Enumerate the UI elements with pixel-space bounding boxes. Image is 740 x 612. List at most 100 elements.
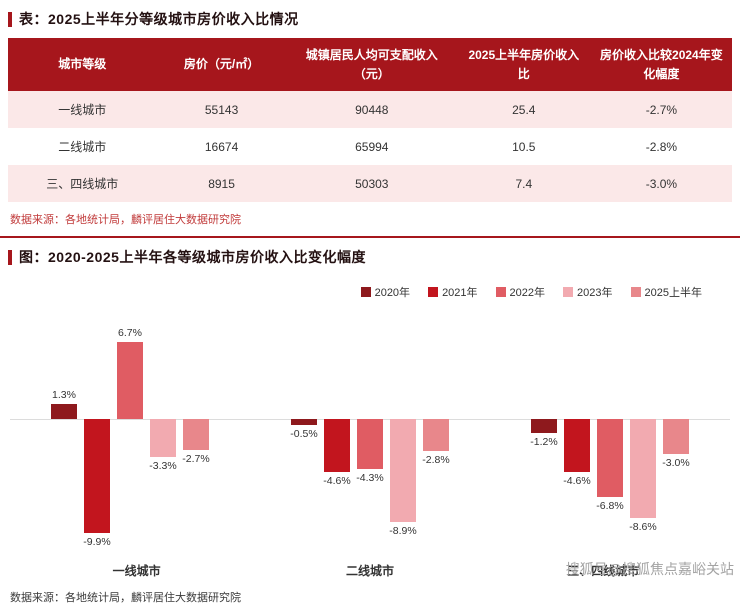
table-data-source: 数据来源：各地统计局，麟评居住大数据研究院 bbox=[10, 214, 241, 227]
bar-value-label: 1.3% bbox=[52, 389, 76, 402]
table-cell: 16674 bbox=[204, 139, 239, 154]
table-cell: 二线城市 bbox=[58, 140, 107, 155]
bar-value-label: -3.3% bbox=[149, 460, 177, 473]
table-cell: 三、四线城市 bbox=[46, 177, 119, 192]
bar bbox=[183, 419, 209, 451]
bar bbox=[597, 419, 623, 498]
chart-plot-area: 1.3% -9.9% 6.7% -3.3% -2.7% -0.5% -4.6% -4.3% -8… bbox=[10, 304, 730, 554]
bar bbox=[423, 419, 449, 452]
legend-swatch bbox=[630, 287, 641, 298]
title-accent-bar bbox=[8, 249, 12, 265]
bar-slot: -0.5% bbox=[288, 304, 321, 554]
chart-section: 图：2020-2025上半年各等级城市房价收入比变化幅度 2020年 2021年 2… bbox=[0, 238, 740, 612]
bar-group: -0.5% -4.6% -4.3% -8.9% -2.8% bbox=[288, 304, 453, 554]
bar bbox=[390, 419, 416, 522]
bar-group: -1.2% -4.6% -6.8% -8.6% -3.0% bbox=[528, 304, 693, 554]
table-cell: 50303 bbox=[355, 176, 389, 191]
bar-value-label: -1.2% bbox=[530, 435, 558, 448]
table-cell: 55143 bbox=[204, 102, 239, 117]
bar-chart: 2020年 2021年 2022年 2023年 2025上半年 1.3% -9.9% 6.7… bbox=[0, 274, 740, 579]
bar-slot: -9.9% bbox=[81, 304, 114, 554]
chart-legend: 2020年 2021年 2022年 2023年 2025上半年 bbox=[10, 274, 730, 304]
bar-slot: -2.8% bbox=[420, 304, 453, 554]
table-cell: -3.0% bbox=[645, 176, 678, 191]
legend-swatch bbox=[428, 287, 439, 298]
bar bbox=[150, 419, 176, 458]
watermark-text: 搜狐号@搜狐焦点嘉峪关站 bbox=[565, 561, 734, 577]
legend-label: 2020年 bbox=[374, 287, 411, 300]
table-row: 三、四线城市 8915 50303 7.4 -3.0% bbox=[8, 165, 732, 203]
bar-slot: -4.3% bbox=[354, 304, 387, 554]
bar bbox=[663, 419, 689, 454]
bar bbox=[51, 404, 77, 420]
bar-value-label: -4.6% bbox=[563, 475, 591, 488]
header-cell: 2025上半年房价收入比 bbox=[456, 38, 591, 92]
bar bbox=[117, 342, 143, 420]
bar-slot: -8.6% bbox=[627, 304, 660, 554]
bar-slot: -4.6% bbox=[561, 304, 594, 554]
table-cell: 65994 bbox=[355, 139, 389, 154]
legend-item: 2022年 bbox=[495, 284, 546, 300]
price-income-table: 城市等级 房价（元/㎡） 城镇居民人均可支配收入（元） 2025上半年房价收入比… bbox=[8, 38, 732, 203]
legend-swatch bbox=[360, 287, 371, 298]
legend-label: 2023年 bbox=[577, 287, 613, 300]
header-cell: 房价收入比较2024年变化幅度 bbox=[590, 38, 732, 92]
title-accent-bar bbox=[8, 11, 12, 27]
bar-value-label: -8.9% bbox=[389, 524, 417, 537]
table-section: 表：2025上半年分等级城市房价收入比情况 城市等级 房价（元/㎡） 城镇居民人… bbox=[0, 0, 740, 234]
bar-value-label: 6.7% bbox=[118, 327, 142, 340]
table-cell: -2.7% bbox=[645, 102, 678, 117]
table-cell: 8915 bbox=[208, 176, 235, 191]
header-cell: 房价（元/㎡） bbox=[156, 38, 287, 92]
bar bbox=[291, 419, 317, 425]
chart-title-text: 图：2020-2025上半年各等级城市房价收入比变化幅度 bbox=[19, 249, 366, 266]
bar-value-label: -3.0% bbox=[662, 456, 690, 469]
legend-item: 2021年 bbox=[428, 284, 478, 300]
bar-slot: -3.3% bbox=[147, 304, 180, 554]
table-cell: 90448 bbox=[355, 102, 389, 117]
table-section-title: 表：2025上半年分等级城市房价收入比情况 bbox=[0, 0, 740, 36]
bar bbox=[630, 419, 656, 519]
table-cell: -2.8% bbox=[645, 139, 678, 154]
table-header-row: 城市等级 房价（元/㎡） 城镇居民人均可支配收入（元） 2025上半年房价收入比… bbox=[8, 38, 732, 92]
table-cell: 10.5 bbox=[512, 139, 536, 154]
bar-value-label: -4.6% bbox=[323, 475, 351, 488]
legend-item: 2025上半年 bbox=[630, 284, 702, 300]
bar bbox=[324, 419, 350, 473]
table-title-text: 表：2025上半年分等级城市房价收入比情况 bbox=[19, 11, 299, 27]
bar-slot: 6.7% bbox=[114, 304, 147, 554]
bar-value-label: -8.6% bbox=[629, 521, 657, 534]
bar-slot: -8.9% bbox=[387, 304, 420, 554]
section-divider bbox=[0, 236, 740, 239]
legend-item: 2023年 bbox=[563, 284, 613, 300]
chart-section-title: 图：2020-2025上半年各等级城市房价收入比变化幅度 bbox=[0, 238, 740, 274]
category-labels: 一线城市 二线城市 三、四线城市 bbox=[10, 562, 730, 579]
table-cell: 一线城市 bbox=[58, 103, 107, 118]
chart-data-source: 数据来源：各地统计局，麟评居住大数据研究院 bbox=[10, 592, 241, 605]
bar-value-label: -6.8% bbox=[596, 500, 624, 513]
bar-slot: -1.2% bbox=[528, 304, 561, 554]
bar-slot: 1.3% bbox=[48, 304, 81, 554]
bar-group: 1.3% -9.9% 6.7% -3.3% -2.7% bbox=[48, 304, 213, 554]
bar bbox=[531, 419, 557, 433]
header-cell: 城市等级 bbox=[8, 38, 157, 92]
legend-swatch bbox=[563, 287, 574, 298]
table-row: 二线城市 16674 65994 10.5 -2.8% bbox=[8, 128, 732, 166]
table-row: 一线城市 55143 90448 25.4 -2.7% bbox=[8, 91, 732, 129]
legend-label: 2022年 bbox=[509, 287, 546, 300]
legend-label: 2025上半年 bbox=[644, 287, 702, 300]
bar-value-label: -0.5% bbox=[290, 427, 318, 440]
bar-value-label: -9.9% bbox=[83, 536, 111, 549]
bar-value-label: -2.8% bbox=[422, 454, 450, 467]
category-label: 一线城市 bbox=[112, 564, 161, 579]
bar bbox=[564, 419, 590, 473]
legend-item: 2020年 bbox=[360, 284, 411, 300]
category-label: 二线城市 bbox=[345, 564, 394, 579]
bar bbox=[84, 419, 110, 534]
bar-slot: -6.8% bbox=[594, 304, 627, 554]
bar-slot: -4.6% bbox=[321, 304, 354, 554]
header-cell: 城镇居民人均可支配收入（元） bbox=[286, 38, 457, 92]
bar bbox=[357, 419, 383, 469]
legend-swatch bbox=[495, 287, 506, 298]
